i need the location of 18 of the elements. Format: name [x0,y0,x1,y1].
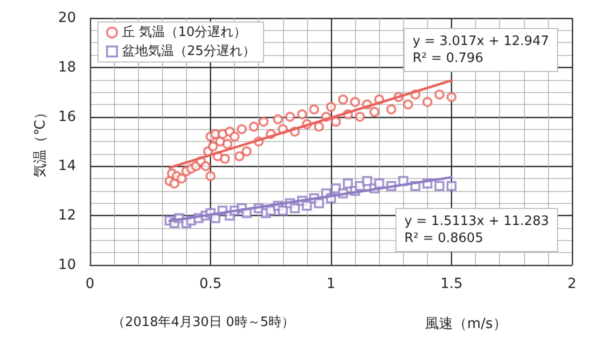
y-tick-label: 18 [58,59,76,76]
text: （2018年4月30日 0時～5時） [112,315,295,330]
x-tick-label: 2 [568,276,576,292]
annotation: y = 3.017x + 12.947 R² = 0.796 [412,34,549,66]
x-tick-label: 1 [326,276,336,292]
y-tick-label: 12 [58,208,76,224]
legend-label: 盆地気温（25分遅れ） [122,44,256,59]
annotation: y = 1.5113x + 11.283 R² = 0.8605 [404,214,550,246]
x-tick-label: 1.5 [440,276,463,292]
x-tick-label: 0 [86,276,94,292]
y-tick-label: 16 [58,108,76,125]
y-axis-title: 気温（℃） [32,106,48,178]
y-tick-label: 20 [58,10,76,26]
x-axis-title: 風速（m/s） [425,316,507,332]
x-tick-label: 0.5 [199,276,222,292]
y-tick-label: 14 [58,158,76,174]
y-tick-label: 10 [58,257,76,273]
legend-label: 丘 気温（10分遅れ） [122,25,247,40]
